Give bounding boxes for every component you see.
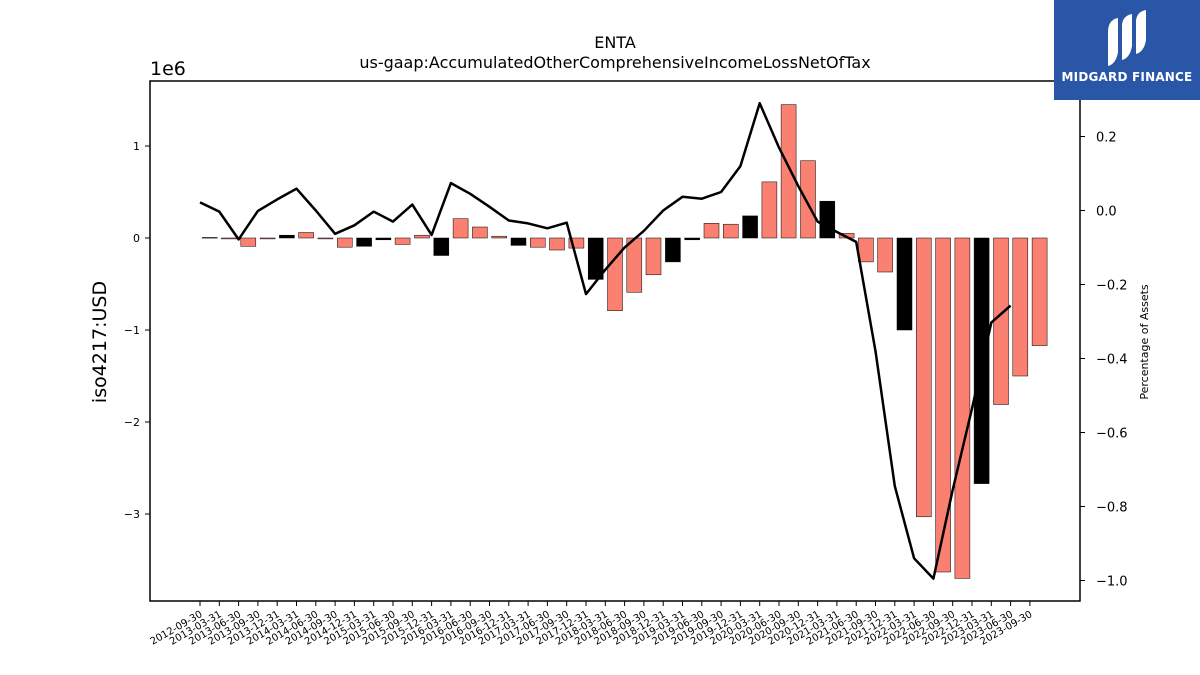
bar-35	[877, 237, 893, 273]
bar-14	[472, 226, 488, 239]
bar-41	[993, 237, 1009, 405]
bar-9	[375, 237, 392, 241]
y-tick-label: −2	[124, 416, 140, 429]
bar-23	[645, 237, 662, 276]
y2-tick-label: −0.6	[1096, 427, 1128, 442]
bar-0	[201, 237, 218, 239]
bar-15	[491, 235, 507, 239]
bar-2	[240, 237, 257, 247]
bar-22	[626, 237, 643, 293]
bar-series	[201, 104, 1048, 579]
bar-34	[858, 237, 874, 263]
y-scale-label: 1e6	[150, 58, 186, 80]
bar-30	[780, 104, 797, 239]
logo-mark-icon	[1108, 10, 1146, 66]
bar-25	[684, 237, 700, 241]
y-axis-label: iso4217:USD	[89, 281, 111, 403]
y2-axis-label: Percentage of Assets	[1138, 284, 1151, 400]
bar-8	[356, 237, 372, 247]
y2-tick-label: 0.0	[1096, 205, 1117, 220]
bar-39	[954, 237, 971, 579]
y2-tick-label: −0.2	[1096, 279, 1128, 294]
bar-42	[1012, 237, 1029, 377]
axes: 10−1−2−30.20.0−0.2−0.4−0.6−0.8−1.02012-0…	[124, 131, 1128, 648]
bar-31	[800, 160, 816, 239]
y2-tick-label: −0.4	[1096, 353, 1128, 368]
bar-18	[549, 237, 565, 251]
bar-13	[452, 218, 469, 239]
midgard-finance-logo: MIDGARD FINANCE	[1054, 0, 1200, 100]
bar-17	[530, 237, 546, 248]
bar-20	[587, 237, 604, 280]
y-tick-label: 1	[133, 140, 140, 153]
percentage-line	[199, 101, 1012, 580]
bar-6	[317, 237, 334, 240]
bar-26	[703, 223, 720, 239]
bar-24	[665, 237, 681, 263]
bar-37	[916, 237, 932, 518]
bar-29	[761, 181, 778, 239]
y2-tick-label: −1.0	[1096, 575, 1128, 590]
bar-11	[414, 234, 430, 239]
y-tick-label: −3	[124, 508, 140, 521]
bar-38	[935, 237, 951, 573]
y-tick-label: −1	[124, 324, 140, 337]
bar-19	[568, 237, 585, 249]
bar-28	[742, 215, 758, 239]
chart-subtitle: us-gaap:AccumulatedOtherComprehensiveInc…	[359, 53, 870, 72]
bar-5	[298, 232, 314, 239]
chart-title: ENTA	[594, 33, 636, 52]
logo-text: MIDGARD FINANCE	[1061, 70, 1193, 84]
bar-36	[896, 237, 913, 331]
bar-4	[279, 234, 295, 239]
bar-16	[510, 237, 527, 246]
line-series	[199, 101, 1012, 580]
y2-tick-label: 0.2	[1096, 131, 1117, 146]
plot-frame	[149, 80, 1081, 602]
bar-21	[607, 237, 623, 311]
y2-tick-label: −0.8	[1096, 501, 1128, 516]
bar-43	[1031, 237, 1048, 346]
bar-3	[259, 237, 276, 240]
bar-1	[221, 237, 237, 240]
bar-12	[433, 237, 450, 256]
y-tick-label: 0	[133, 232, 140, 245]
bar-7	[337, 237, 353, 248]
bar-27	[723, 223, 739, 239]
bar-32	[819, 200, 836, 239]
bar-10	[394, 237, 411, 245]
